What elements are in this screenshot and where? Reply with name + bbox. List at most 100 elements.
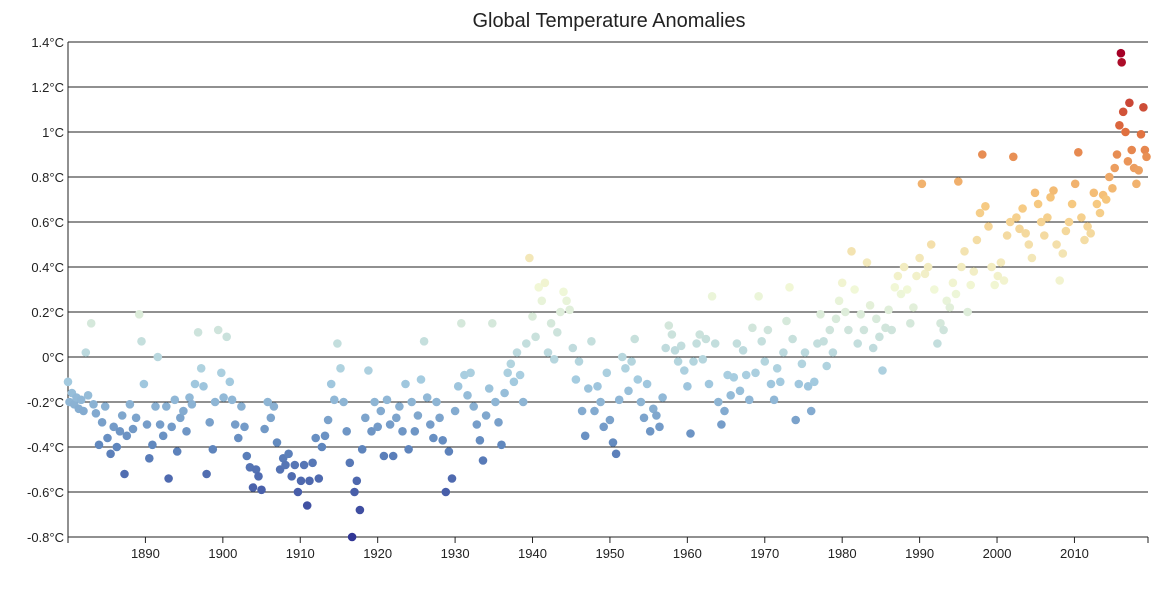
data-point [1058, 249, 1068, 258]
data-point [453, 382, 463, 391]
data-point [382, 395, 392, 405]
data-point [930, 285, 939, 294]
data-point [611, 449, 621, 459]
data-point [831, 314, 841, 324]
data-point [890, 283, 900, 292]
data-point [902, 285, 912, 294]
y-tick-label: 1°C [42, 125, 64, 140]
data-point [701, 334, 711, 344]
data-point [76, 395, 86, 405]
data-point [199, 382, 208, 391]
data-point [320, 431, 330, 441]
data-point [251, 465, 261, 474]
data-point [957, 262, 966, 272]
data-point [627, 357, 636, 366]
data-point [884, 305, 893, 315]
data-point [1116, 48, 1126, 58]
data-point [91, 409, 101, 418]
data-point [1101, 195, 1111, 204]
data-point [1070, 179, 1080, 189]
x-tick-label: 1990 [905, 546, 934, 561]
y-tick-label: 0.4°C [31, 260, 64, 275]
data-point [844, 325, 853, 335]
data-point [478, 456, 488, 465]
data-point [435, 413, 444, 423]
data-point [1139, 103, 1148, 112]
data-point [926, 240, 936, 249]
data-point [1064, 217, 1074, 227]
data-point [1021, 229, 1030, 238]
data-point [153, 352, 163, 362]
data-point [162, 402, 171, 411]
data-point [94, 440, 104, 450]
data-point [170, 395, 180, 405]
data-point [896, 289, 906, 299]
data-point [97, 418, 107, 427]
data-point [179, 406, 188, 416]
data-point [254, 472, 263, 481]
data-point [164, 474, 173, 483]
data-point [1018, 204, 1027, 213]
data-point [645, 427, 655, 436]
data-point [1112, 150, 1122, 159]
data-point [86, 319, 96, 328]
data-point [1095, 208, 1105, 218]
data-point [875, 332, 884, 342]
data-point [673, 357, 683, 366]
data-point [528, 312, 537, 321]
data-point [370, 397, 379, 407]
data-point [704, 379, 714, 389]
data-point [1108, 184, 1117, 193]
data-point [488, 319, 497, 328]
data-point [745, 395, 754, 405]
data-point [263, 397, 273, 407]
data-point [1142, 152, 1151, 162]
data-point [906, 319, 915, 328]
data-point [1140, 145, 1150, 155]
data-point [63, 377, 73, 387]
data-point [336, 364, 345, 373]
data-point [776, 377, 785, 387]
data-point [741, 370, 751, 380]
data-point [633, 375, 643, 384]
y-tick-label: 0.2°C [31, 305, 64, 320]
data-point [680, 366, 689, 375]
data-point [945, 303, 955, 312]
data-point [500, 388, 509, 398]
data-point [593, 382, 602, 391]
data-point [565, 305, 574, 315]
data-point [556, 307, 565, 317]
y-tick-label: 1.4°C [31, 35, 64, 50]
data-point [698, 355, 708, 364]
data-point [352, 476, 362, 486]
data-point [1123, 157, 1133, 166]
data-point [208, 445, 218, 454]
data-point [990, 280, 999, 290]
data-point [109, 422, 118, 432]
data-point [120, 469, 129, 479]
data-point [308, 458, 317, 468]
data-point [158, 431, 168, 441]
data-point [652, 411, 661, 420]
x-tick-label: 2000 [983, 546, 1012, 561]
data-point [920, 269, 930, 279]
data-point [290, 460, 300, 470]
y-tick-label: 0°C [42, 350, 64, 365]
x-tick-label: 1920 [363, 546, 392, 561]
data-point [1110, 163, 1119, 173]
data-point [1127, 145, 1136, 155]
data-point [917, 179, 927, 189]
data-point [584, 384, 593, 393]
data-point [828, 348, 838, 357]
data-point [819, 337, 828, 346]
data-point [933, 339, 942, 348]
data-point [987, 262, 996, 272]
x-tick-label: 1970 [750, 546, 779, 561]
data-point [729, 373, 739, 382]
data-point [1052, 240, 1061, 249]
data-point [1125, 98, 1134, 108]
data-point [1002, 231, 1012, 240]
data-point [1083, 222, 1092, 231]
data-point [190, 379, 200, 389]
data-point [89, 400, 98, 409]
